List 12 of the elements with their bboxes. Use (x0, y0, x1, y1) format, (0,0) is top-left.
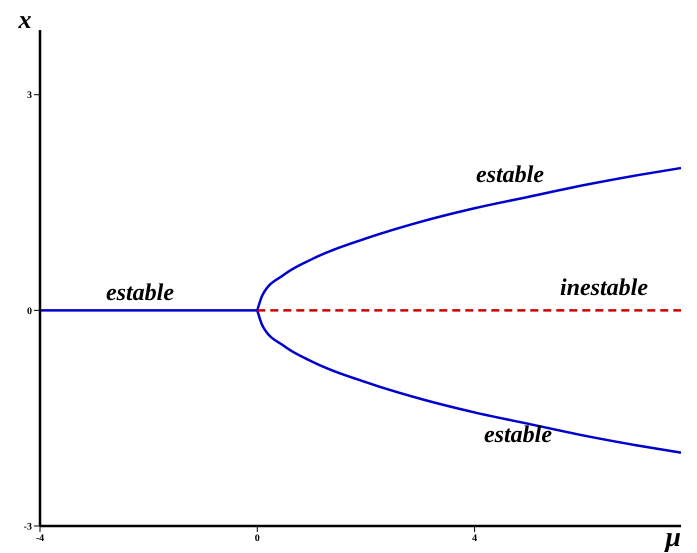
y-tick-label: -3 (24, 522, 32, 533)
y-tick-label: 0 (27, 306, 32, 317)
x-tick-label: -4 (36, 533, 44, 544)
x-tick-label: 4 (472, 533, 478, 544)
y-tick-label: 3 (27, 90, 32, 102)
annotation: estable (106, 280, 174, 306)
x-tick-label: 0 (254, 533, 260, 544)
annotation: estable (484, 422, 552, 448)
y-axis-title: x (18, 5, 32, 34)
annotation: estable (476, 162, 544, 188)
annotation: inestable (560, 275, 648, 301)
x-axis-title: μ (663, 522, 681, 553)
